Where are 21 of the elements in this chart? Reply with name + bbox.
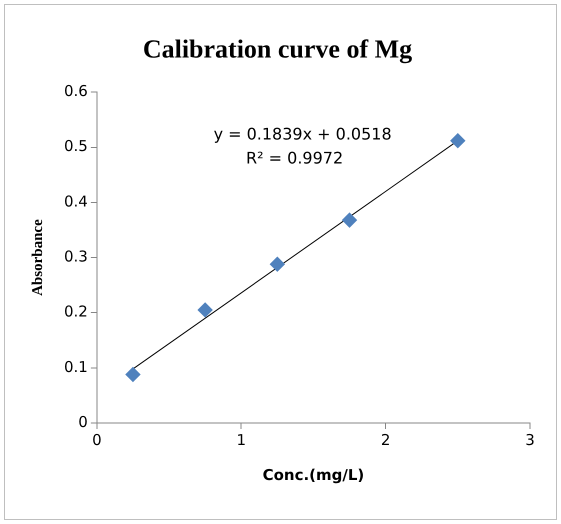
point <box>125 366 140 382</box>
y-tick-label: 0 <box>78 412 88 431</box>
annotation: y = 0.1839x + 0.0518 <box>214 124 392 144</box>
y-tick-label: 0.2 <box>64 302 88 321</box>
y-tick-label: 0.3 <box>64 247 88 266</box>
y-tick-label: 0.6 <box>64 82 88 100</box>
point <box>270 256 285 272</box>
y-tick-label: 0.1 <box>64 358 88 376</box>
y-tick-label: 0.5 <box>64 137 88 156</box>
x-axis-title: Conc.(mg/L) <box>262 466 364 484</box>
x-tick-label: 0 <box>92 430 102 449</box>
x-tick-label: 1 <box>236 430 246 449</box>
y-axis-title: Absorbance <box>30 218 46 296</box>
point <box>450 133 466 148</box>
x-tick-label: 2 <box>380 430 390 449</box>
annotation: R² = 0.9972 <box>246 148 344 168</box>
x-tick-label: 3 <box>525 430 535 449</box>
chart-title: Calibration curve of Mg <box>142 34 412 64</box>
point <box>342 212 358 228</box>
y-tick-label: 0.4 <box>64 192 88 210</box>
point <box>198 302 213 318</box>
